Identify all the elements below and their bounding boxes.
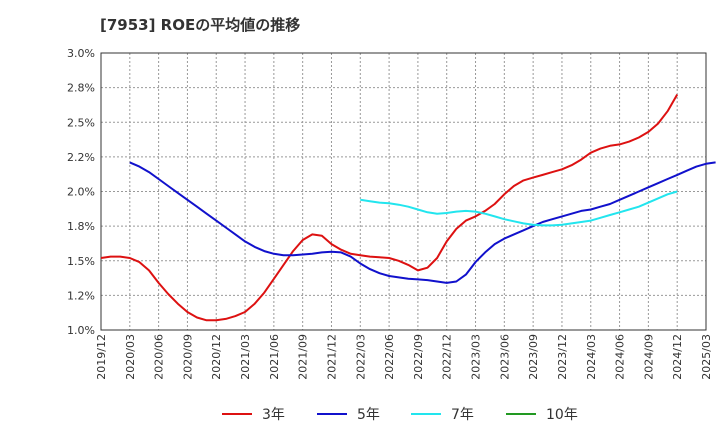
x-tick-label: 2020/12: [210, 334, 223, 380]
y-tick-label: 2.2%: [67, 151, 95, 164]
x-tick-label: 2021/03: [239, 334, 252, 380]
y-axis: 1.0% 1.2% 1.5% 1.8% 2.0% 2.2% 2.5% 2.8% 3.0%: [67, 47, 95, 337]
x-tick-label: 2022/06: [383, 334, 396, 380]
y-tick-label: 2.0%: [67, 186, 95, 199]
y-tick-label: 1.2%: [67, 289, 95, 302]
legend: 3年 5年 7年 10年: [222, 407, 578, 423]
y-tick-label: 2.5%: [67, 116, 95, 129]
x-tick-label: 2021/06: [268, 334, 281, 380]
series-line-5年: [129, 161, 716, 284]
x-tick-label: 2022/12: [441, 334, 454, 380]
legend-label: 5年: [357, 407, 380, 423]
y-tick-label: 1.8%: [67, 220, 95, 233]
x-tick-label: 2023/06: [498, 334, 511, 380]
x-tick-label: 2024/06: [614, 334, 627, 380]
y-tick-label: 1.5%: [67, 255, 95, 268]
x-tick-label: 2024/09: [642, 334, 655, 380]
x-tick-label: 2022/03: [354, 334, 367, 380]
series-line-7年: [360, 190, 678, 227]
x-tick-label: 2020/09: [181, 334, 194, 380]
x-tick-label: 2020/06: [153, 334, 166, 380]
x-axis: 2019/12 2020/03 2020/06 2020/09 2020/12 2021/…: [95, 334, 713, 380]
y-tick-label: 3.0%: [67, 47, 95, 60]
x-tick-label: 2023/09: [527, 334, 540, 380]
plot-border: [100, 52, 707, 331]
x-tick-label: 2021/12: [325, 334, 338, 380]
x-tick-label: 2020/03: [124, 334, 137, 380]
x-tick-label: 2024/03: [585, 334, 598, 380]
series-line-3年: [100, 94, 679, 322]
x-tick-label: 2025/03: [700, 334, 713, 380]
chart-title: [7953] ROEの平均値の推移: [100, 16, 301, 34]
x-tick-label: 2023/12: [556, 334, 569, 380]
x-tick-label: 2024/12: [671, 334, 684, 380]
x-tick-label: 2021/09: [297, 334, 310, 380]
legend-label: 7年: [451, 407, 474, 423]
grid-lines: [101, 53, 706, 330]
y-tick-label: 1.0%: [67, 324, 95, 337]
legend-label: 10年: [546, 407, 578, 423]
x-tick-label: 2022/09: [412, 334, 425, 380]
x-tick-label: 2023/03: [470, 334, 483, 380]
legend-label: 3年: [262, 407, 285, 423]
y-tick-label: 2.8%: [67, 82, 95, 95]
x-tick-label: 2019/12: [95, 334, 108, 380]
series-lines: [100, 94, 716, 322]
